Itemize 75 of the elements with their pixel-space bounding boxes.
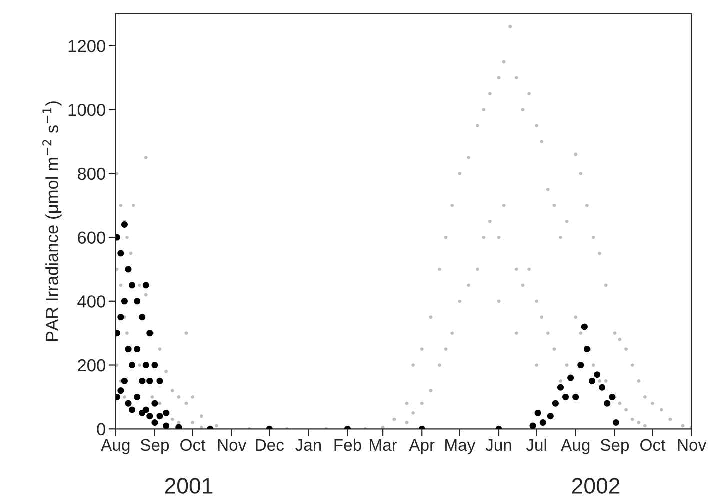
x-tick-label: Jun xyxy=(486,439,512,452)
point xyxy=(594,372,601,378)
y-tick-label: 800 xyxy=(78,168,106,180)
point xyxy=(121,221,128,228)
x-tick-label: Aug xyxy=(561,439,590,454)
point xyxy=(142,362,150,369)
point xyxy=(584,346,590,353)
point xyxy=(129,282,136,289)
point xyxy=(534,410,542,416)
x-tick-label: Apr xyxy=(409,439,435,454)
point xyxy=(139,314,146,321)
x-tick-label: Jul xyxy=(526,438,546,452)
point xyxy=(609,394,616,400)
point xyxy=(156,413,164,420)
x-tick-label: Dec xyxy=(256,439,284,452)
y-tick-label: 200 xyxy=(78,359,106,372)
x-tick-label: Jan xyxy=(296,439,322,452)
point xyxy=(152,400,158,407)
x-tick-label: Nov xyxy=(678,439,707,452)
point xyxy=(557,384,564,391)
point xyxy=(134,298,141,305)
point xyxy=(547,413,554,420)
point xyxy=(129,362,136,369)
point xyxy=(118,250,124,257)
point xyxy=(118,388,124,394)
y-tick-label: 400 xyxy=(78,296,106,308)
point xyxy=(572,394,580,400)
point xyxy=(578,362,584,369)
x-tick-label: Aug xyxy=(101,439,130,454)
point xyxy=(134,346,141,353)
point xyxy=(588,378,596,384)
point xyxy=(125,400,132,407)
point xyxy=(612,419,620,426)
point xyxy=(121,298,128,305)
point xyxy=(530,422,536,430)
point xyxy=(139,378,146,384)
point xyxy=(146,413,154,420)
point xyxy=(152,362,158,369)
point xyxy=(146,330,154,337)
y-tick-label: 0 xyxy=(97,423,106,436)
point xyxy=(163,422,170,430)
point xyxy=(568,374,574,382)
point xyxy=(134,394,141,400)
point xyxy=(163,410,170,416)
x-tick-label: Oct xyxy=(640,439,666,452)
y-axis-title: PAR Irradiance (μmol m$^{−2}$ s$^{−1}$) xyxy=(42,102,62,342)
x-tick-label: Mar xyxy=(370,439,398,452)
x-tick-label: Sep xyxy=(140,439,170,454)
point xyxy=(146,378,154,384)
point xyxy=(152,419,158,426)
point xyxy=(156,378,164,384)
y-tick-label: 600 xyxy=(78,232,106,244)
x-tick-label: Nov xyxy=(218,439,247,452)
x2-tick-label: 2002 xyxy=(572,478,620,494)
point xyxy=(125,346,132,353)
y-tick-label: 1000 xyxy=(68,104,106,116)
point xyxy=(581,324,588,330)
point xyxy=(176,424,182,430)
point xyxy=(599,384,606,391)
x2-tick-label: 2001 xyxy=(165,478,213,494)
point xyxy=(142,282,150,289)
point xyxy=(121,378,128,384)
point xyxy=(562,394,570,400)
x-tick-label: May xyxy=(446,439,476,454)
x-tick-label: Feb xyxy=(334,438,362,452)
point xyxy=(118,314,124,321)
point xyxy=(604,400,611,407)
x-tick-label: Oct xyxy=(180,439,206,452)
point xyxy=(540,419,546,426)
y-tick-label: 1200 xyxy=(68,40,106,52)
point xyxy=(129,406,136,414)
point xyxy=(125,266,132,273)
point xyxy=(142,406,150,414)
point xyxy=(552,400,559,407)
x-tick-label: Sep xyxy=(600,439,630,454)
